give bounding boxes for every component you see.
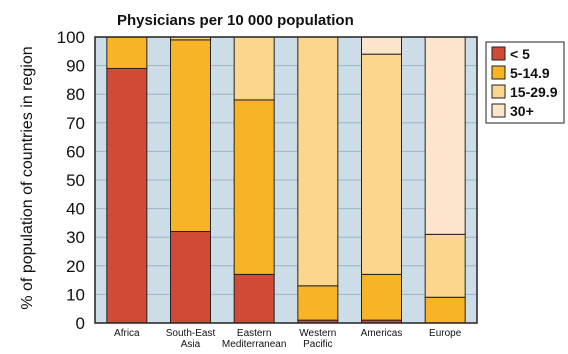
- x-tick-label: Americas: [361, 328, 403, 339]
- bar-segment: [106, 36, 148, 69]
- bars: [106, 36, 466, 324]
- bar-segment: [361, 36, 402, 55]
- bar-segment: [297, 285, 339, 321]
- legend-label: 5-14.9: [510, 65, 550, 81]
- bar-segment: [106, 67, 148, 324]
- y-tick-label: 90: [66, 57, 85, 76]
- y-tick-label: 70: [66, 114, 85, 133]
- legend-label: 30+: [510, 103, 534, 119]
- legend-label: 15-29.9: [510, 84, 558, 100]
- gridlines: [95, 65, 477, 295]
- x-tick-label: South-East Asia: [166, 328, 216, 350]
- bar-segment: [424, 36, 466, 235]
- bar-segment: [233, 99, 275, 275]
- y-axis-label: % of population of countries in region: [19, 46, 36, 309]
- bar-segment: [170, 230, 211, 324]
- bar-segment: [361, 273, 402, 321]
- legend: < 5 5-14.9 15-29.9 30+: [485, 41, 565, 124]
- bar-segment: [233, 36, 275, 101]
- legend-label: < 5: [510, 46, 530, 62]
- x-tick-label: Europe: [429, 328, 462, 339]
- legend-swatch: [491, 46, 506, 61]
- bar-segment: [424, 233, 466, 298]
- y-tick-label: 40: [66, 200, 85, 219]
- y-axis-ticks: 0 10 20 30 40 50 60 70 80 90 100: [57, 28, 85, 333]
- y-tick-label: 30: [66, 228, 85, 247]
- plot-frame: [94, 36, 478, 324]
- bar-segment: [233, 273, 275, 324]
- y-tick-label: 20: [66, 257, 85, 276]
- x-axis-ticks: Africa South-East Asia Eastern Mediterranean…: [114, 328, 462, 350]
- x-tick-label: Africa: [114, 328, 140, 339]
- x-tick-label: Eastern Mediterranean: [222, 328, 286, 350]
- bar-segment: [297, 36, 339, 287]
- y-tick-label: 80: [66, 85, 85, 104]
- bar-segment: [424, 296, 466, 324]
- y-tick-label: 100: [57, 28, 85, 47]
- bar-segment: [361, 53, 402, 275]
- legend-swatch: [491, 84, 506, 99]
- legend-swatch: [491, 65, 506, 80]
- bar-segment: [170, 39, 211, 232]
- chart-title: Physicians per 10 000 population: [117, 12, 354, 29]
- y-tick-label: 60: [66, 142, 85, 161]
- legend-swatch: [491, 103, 506, 118]
- y-tick-label: 0: [76, 314, 85, 333]
- y-tick-label: 50: [66, 171, 85, 190]
- x-tick-label: Western Pacific: [299, 328, 336, 350]
- y-tick-label: 10: [66, 285, 85, 304]
